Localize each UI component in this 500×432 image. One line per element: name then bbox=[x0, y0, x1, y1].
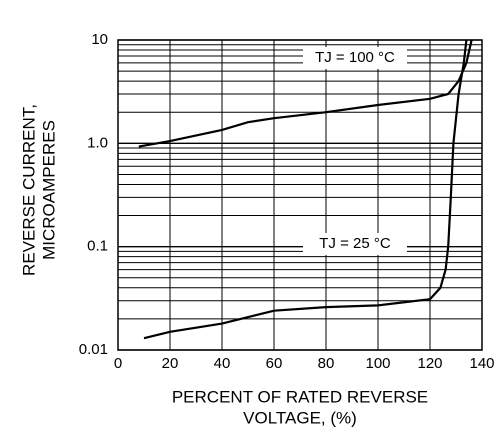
y-tick-label: 1.0 bbox=[87, 134, 108, 151]
x-tick-label: 140 bbox=[469, 355, 494, 372]
y-axis-label: MICROAMPERES bbox=[39, 120, 58, 260]
line-series bbox=[143, 39, 468, 340]
line-series bbox=[138, 39, 473, 148]
series-label: TJ = 100 °C bbox=[315, 49, 395, 66]
x-tick-label: 20 bbox=[162, 355, 179, 372]
x-tick-label: 40 bbox=[214, 355, 231, 372]
x-tick-label: 60 bbox=[266, 355, 283, 372]
y-tick-label: 10 bbox=[91, 31, 108, 48]
label-background bbox=[303, 47, 407, 69]
x-tick-label: 80 bbox=[318, 355, 335, 372]
x-tick-label: 120 bbox=[417, 355, 442, 372]
x-tick-label: 0 bbox=[114, 355, 122, 372]
y-axis-label: REVERSE CURRENT, bbox=[19, 104, 38, 276]
plot-frame bbox=[117, 39, 483, 351]
x-axis-label: VOLTAGE, (%) bbox=[243, 408, 357, 427]
x-tick-label: 100 bbox=[365, 355, 390, 372]
y-tick-label: 0.1 bbox=[87, 238, 108, 255]
series-label: TJ = 25 °C bbox=[319, 235, 391, 252]
label-background bbox=[303, 233, 407, 255]
x-axis-label: PERCENT OF RATED REVERSE bbox=[172, 387, 428, 406]
y-tick-label: 0.01 bbox=[79, 341, 108, 358]
